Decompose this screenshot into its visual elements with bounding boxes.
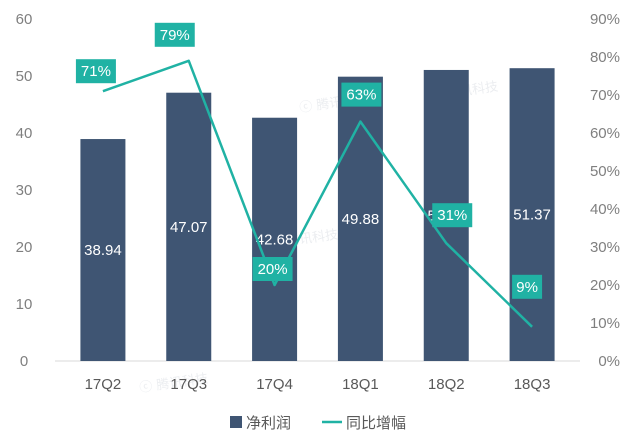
x-category-label: 17Q3 bbox=[170, 376, 207, 393]
y-right-tick-label: 30% bbox=[590, 239, 620, 256]
y-right-tick-label: 60% bbox=[590, 125, 620, 142]
pct-label-badge bbox=[75, 59, 116, 84]
y-right-tick-label: 0% bbox=[598, 353, 620, 370]
x-category-label: 18Q3 bbox=[514, 376, 551, 393]
line-yoy-growth bbox=[102, 59, 533, 328]
x-category-label: 18Q2 bbox=[428, 376, 465, 393]
x-category-label: 17Q4 bbox=[256, 376, 293, 393]
y-right-tick-label: 90% bbox=[590, 11, 620, 28]
pct-label-text: 79% bbox=[160, 27, 190, 44]
y-right-tick-label: 20% bbox=[590, 277, 620, 294]
y-left-tick-label: 50 bbox=[16, 68, 33, 85]
bar-net-profit bbox=[166, 92, 212, 362]
y-right-tick-label: 10% bbox=[590, 315, 620, 332]
pct-label-badge bbox=[512, 274, 543, 299]
legend-label-net-profit: 净利润 bbox=[246, 414, 291, 432]
bar-value-label: 49.88 bbox=[342, 211, 380, 228]
y-left-tick-label: 30 bbox=[16, 182, 33, 199]
pct-label-badge bbox=[432, 203, 473, 228]
pct-label-text: 9% bbox=[516, 279, 538, 296]
y-right-tick-label: 80% bbox=[590, 49, 620, 66]
pct-label-text: 71% bbox=[81, 63, 111, 80]
y-left-tick-label: 0 bbox=[20, 353, 28, 370]
pct-label-badge bbox=[252, 257, 293, 281]
y-left-tick-label: 20 bbox=[16, 239, 33, 256]
y-left-tick-label: 40 bbox=[16, 125, 33, 142]
bar-value-label: 47.07 bbox=[170, 219, 208, 236]
y-right-tick-label: 50% bbox=[590, 163, 620, 180]
bar-value-label: 42.68 bbox=[256, 231, 294, 248]
x-category-label: 17Q2 bbox=[85, 376, 122, 393]
bar-value-label: 38.94 bbox=[84, 242, 122, 259]
legend-swatch-net-profit bbox=[230, 416, 242, 428]
pct-label-badge bbox=[341, 82, 382, 107]
bar-net-profit bbox=[252, 117, 298, 361]
y-left-tick-label: 10 bbox=[16, 296, 33, 313]
y-right-tick-label: 40% bbox=[590, 201, 620, 218]
bar-net-profit bbox=[80, 139, 126, 361]
y-right-tick-label: 70% bbox=[590, 87, 620, 104]
legend-label-yoy-growth: 同比增幅 bbox=[346, 414, 406, 432]
pct-label-text: 20% bbox=[258, 261, 288, 278]
y-left-tick-label: 60 bbox=[16, 11, 33, 28]
pct-label-badge bbox=[154, 22, 195, 47]
bar-value-label: 51.37 bbox=[513, 207, 551, 224]
pct-label-text: 31% bbox=[437, 207, 467, 224]
x-category-label: 18Q1 bbox=[342, 376, 379, 393]
pct-label-text: 63% bbox=[346, 87, 376, 104]
